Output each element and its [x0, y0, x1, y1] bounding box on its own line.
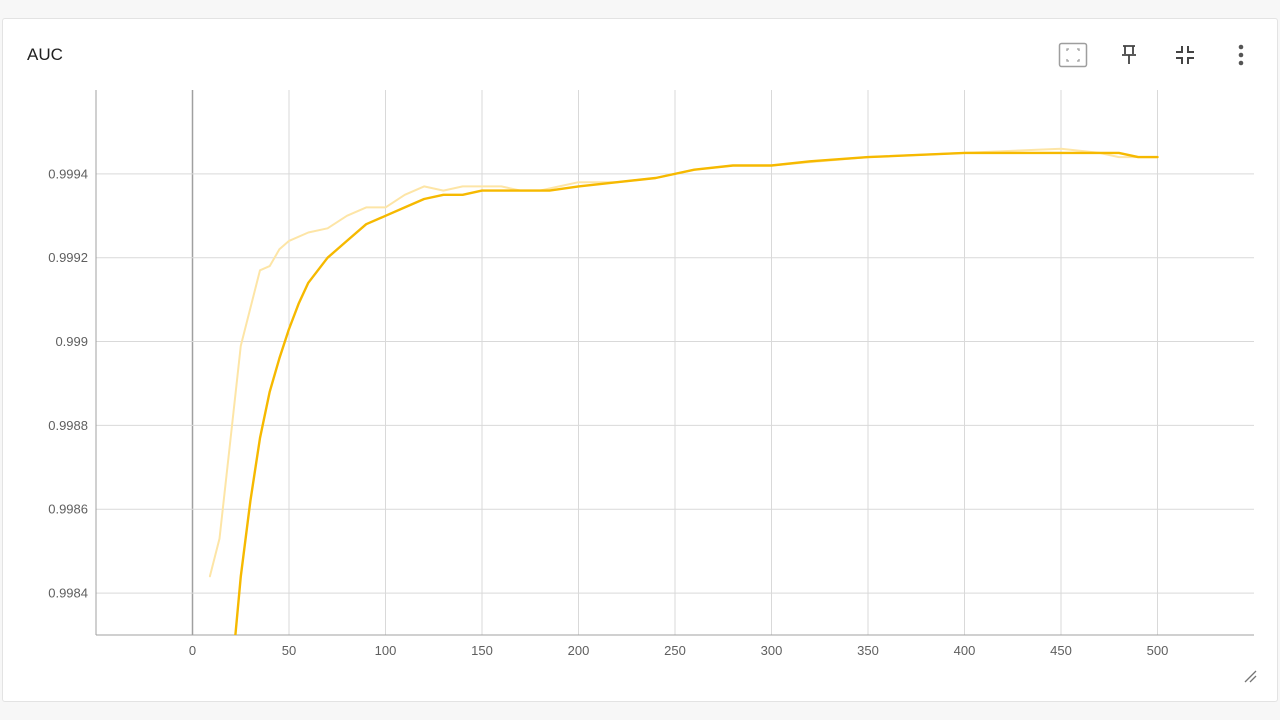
raw-series-line: [208, 147, 1159, 578]
y-tick-label: 0.9988: [48, 418, 88, 433]
x-tick-label: 450: [1050, 643, 1072, 658]
y-tick-label: 0.9992: [48, 250, 88, 265]
card-title: AUC: [27, 45, 63, 64]
collapse-icon: [1176, 46, 1194, 64]
grid-lines: [96, 90, 1254, 635]
fit-domain-icon: [1058, 42, 1088, 68]
x-tick-label: 0: [189, 643, 196, 658]
y-tick-label: 0.9984: [48, 586, 88, 601]
x-tick-label: 350: [857, 643, 879, 658]
x-tick-label: 100: [375, 643, 397, 658]
x-tick-label: 150: [471, 643, 493, 658]
x-tick-label: 200: [568, 643, 590, 658]
resize-handle-icon[interactable]: [1243, 669, 1257, 683]
fit-domain-button[interactable]: [1053, 39, 1093, 71]
x-tick-label: 500: [1147, 643, 1169, 658]
x-tick-label: 300: [761, 643, 783, 658]
x-tick-label: 50: [282, 643, 296, 658]
more-vert-icon: [1238, 44, 1244, 66]
more-options-button[interactable]: [1221, 39, 1261, 71]
y-tick-label: 0.999: [55, 334, 88, 349]
collapse-button[interactable]: [1165, 39, 1205, 71]
x-tick-label: 400: [954, 643, 976, 658]
pin-icon: [1122, 45, 1136, 64]
chart-card: AUC: [2, 18, 1278, 702]
smoothed-series-line: [234, 151, 1159, 635]
card-toolbar: [1037, 39, 1261, 71]
y-tick-label: 0.9986: [48, 502, 88, 517]
pin-button[interactable]: [1109, 39, 1149, 71]
series-lines: [208, 147, 1159, 635]
x-tick-label: 250: [664, 643, 686, 658]
y-tick-label: 0.9994: [48, 166, 88, 181]
